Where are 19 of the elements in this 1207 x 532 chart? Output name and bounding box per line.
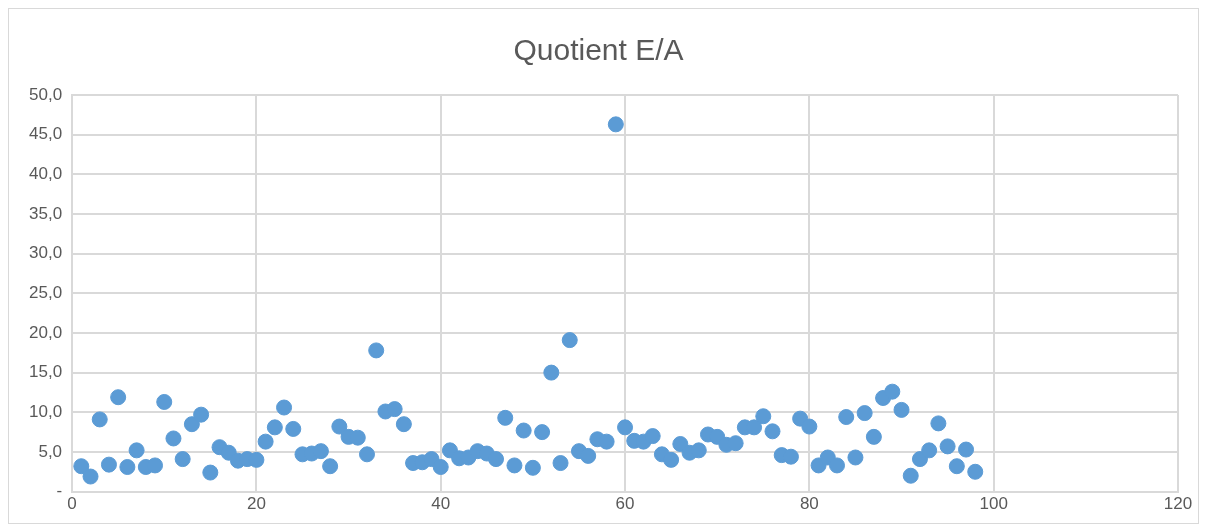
y-tick-label: 25,0 xyxy=(28,282,63,302)
x-tick-label: 40 xyxy=(431,494,451,514)
y-tick-label: 30,0 xyxy=(28,243,63,263)
y-tick-label: 50,0 xyxy=(28,84,63,104)
x-tick-label: 80 xyxy=(799,494,819,514)
y-tick-label: 10,0 xyxy=(28,401,63,421)
x-tick-label: 120 xyxy=(1163,494,1193,514)
chart-title: Quotient E/A xyxy=(513,33,684,67)
x-tick-label: 60 xyxy=(615,494,635,514)
y-tick-label: 35,0 xyxy=(28,203,63,223)
y-tick-label: 5,0 xyxy=(38,441,63,461)
y-tick-label: 45,0 xyxy=(28,124,63,144)
y-tick-label: 20,0 xyxy=(28,322,63,342)
y-tick-label: 15,0 xyxy=(28,362,63,382)
y-tick-label: - xyxy=(56,481,63,501)
x-tick-label: 20 xyxy=(246,494,266,514)
x-tick-label: 0 xyxy=(67,494,77,514)
y-tick-label: 40,0 xyxy=(28,164,63,184)
x-tick-label: 100 xyxy=(979,494,1008,514)
